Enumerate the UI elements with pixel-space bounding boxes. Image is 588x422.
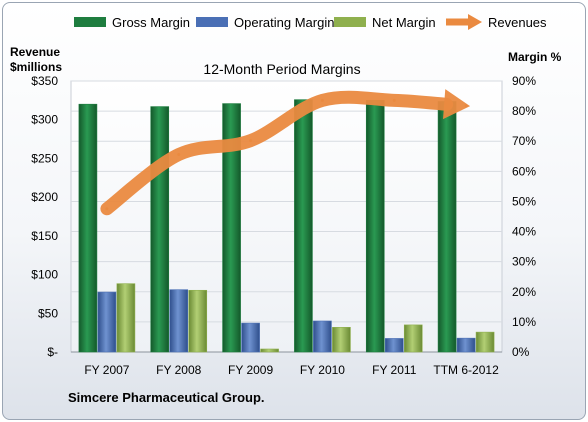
right-tick-label: 80% [512, 104, 536, 118]
x-tick-label: FY 2011 [372, 363, 417, 377]
left-tick-label: $150 [31, 229, 58, 243]
right-axis-label: Margin % [508, 50, 562, 64]
bar-operating-margin [169, 289, 189, 353]
left-tick-label: $- [47, 345, 58, 359]
revenue-point [177, 153, 181, 157]
bar-net-margin [260, 348, 279, 353]
legend-label-operating-margin: Operating Margin [234, 15, 334, 30]
right-tick-label: 90% [512, 74, 536, 88]
right-tick-label: 70% [512, 134, 536, 148]
right-tick-label: 30% [512, 255, 536, 269]
right-tick-label: 40% [512, 225, 536, 239]
legend: Gross Margin Operating Margin Net Margin… [74, 14, 547, 30]
revenue-line-arrowhead [443, 89, 471, 120]
right-tick-label: 50% [512, 194, 536, 208]
left-tick-label: $300 [31, 113, 58, 127]
bar-gross-margin [294, 99, 313, 353]
chart-title: 12-Month Period Margins [203, 61, 360, 77]
left-tick-label: $200 [31, 190, 58, 204]
bar-net-margin [116, 283, 136, 353]
bar-operating-margin [456, 337, 476, 353]
x-tick-label: FY 2010 [300, 363, 345, 377]
left-tick-label: $250 [31, 151, 58, 165]
x-tick-label: FY 2009 [228, 363, 273, 377]
right-tick-label: 0% [512, 345, 530, 359]
bar-net-margin [475, 331, 495, 353]
x-tick-label: FY 2007 [84, 363, 129, 377]
right-tick-label: 60% [512, 164, 536, 178]
bar-series [78, 99, 495, 353]
bar-gross-margin [437, 101, 457, 353]
legend-label-revenues: Revenues [488, 15, 547, 30]
bar-net-margin [332, 327, 351, 353]
bar-operating-margin [97, 291, 117, 353]
bar-operating-margin [384, 338, 404, 353]
revenue-point [105, 207, 109, 211]
bar-gross-margin [222, 103, 241, 353]
legend-label-gross-margin: Gross Margin [112, 15, 190, 30]
revenue-line [100, 89, 471, 216]
company-footer: Simcere Pharmaceutical Group. [68, 390, 265, 405]
left-axis-label-line2: $millions [10, 60, 62, 74]
bar-gross-margin [150, 106, 170, 353]
left-tick-label: $350 [31, 74, 58, 88]
legend-label-net-margin: Net Margin [372, 15, 436, 30]
x-tick-label: FY 2008 [156, 363, 201, 377]
bar-gross-margin [78, 103, 98, 353]
legend-swatch-gross-margin [74, 17, 106, 27]
bar-gross-margin [365, 99, 385, 353]
right-tick-label: 20% [512, 285, 536, 299]
left-tick-label: $100 [31, 268, 58, 282]
bar-operating-margin [241, 322, 260, 353]
legend-swatch-net-margin [334, 17, 366, 27]
right-tick-label: 10% [512, 315, 536, 329]
axis-ticks: $- $50 $100 $150 $200 $250 $300 $350 0% 10% 20% 30%… [31, 74, 536, 377]
legend-swatch-revenues [446, 14, 482, 30]
bar-operating-margin [313, 320, 332, 353]
revenue-point [320, 98, 324, 102]
x-tick-label: TTM 6-2012 [433, 363, 499, 377]
left-tick-label: $50 [38, 306, 58, 320]
bar-net-margin [403, 324, 423, 353]
revenue-point [464, 104, 468, 108]
revenue-point [392, 98, 396, 102]
bar-net-margin [188, 289, 208, 353]
legend-swatch-operating-margin [196, 17, 228, 27]
revenue-point [249, 139, 253, 143]
left-axis-label-line1: Revenue [10, 45, 60, 59]
